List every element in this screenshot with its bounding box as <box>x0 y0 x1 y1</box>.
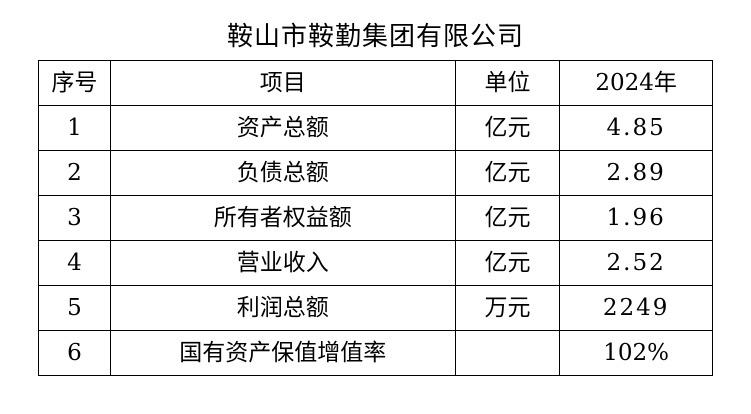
header-unit: 单位 <box>454 60 561 106</box>
cell-index: 3 <box>38 195 111 241</box>
header-item: 项目 <box>109 60 456 106</box>
financial-table: 序号 项目 单位 2024年 1 资产总额 亿元 4.85 2 负债总额 亿元 … <box>38 60 713 376</box>
cell-index: 1 <box>38 105 111 151</box>
cell-index: 6 <box>38 330 111 376</box>
cell-item: 负债总额 <box>109 150 456 196</box>
table-row: 5 利润总额 万元 2249 <box>38 285 713 331</box>
cell-unit: 万元 <box>454 285 561 331</box>
cell-item: 所有者权益额 <box>109 195 456 241</box>
table-row: 3 所有者权益额 亿元 1.96 <box>38 195 713 241</box>
header-year: 2024年 <box>559 60 713 106</box>
cell-unit: 亿元 <box>454 150 561 196</box>
table-header-row: 序号 项目 单位 2024年 <box>38 60 713 106</box>
cell-item: 国有资产保值增值率 <box>109 330 456 376</box>
cell-value: 2249 <box>559 285 713 331</box>
cell-value: 4.85 <box>559 105 713 151</box>
cell-value: 1.96 <box>559 195 713 241</box>
header-index: 序号 <box>38 60 111 106</box>
cell-index: 5 <box>38 285 111 331</box>
table-row: 6 国有资产保值增值率 102% <box>38 330 713 376</box>
cell-index: 2 <box>38 150 111 196</box>
table-row: 2 负债总额 亿元 2.89 <box>38 150 713 196</box>
table-row: 4 营业收入 亿元 2.52 <box>38 240 713 286</box>
cell-unit: 亿元 <box>454 240 561 286</box>
cell-value: 2.89 <box>559 150 713 196</box>
table-row: 1 资产总额 亿元 4.85 <box>38 105 713 151</box>
document-title: 鞍山市鞍勤集团有限公司 <box>226 22 524 52</box>
cell-item: 资产总额 <box>109 105 456 151</box>
cell-index: 4 <box>38 240 111 286</box>
cell-value: 2.52 <box>559 240 713 286</box>
cell-unit <box>454 330 561 376</box>
cell-unit: 亿元 <box>454 195 561 241</box>
cell-value: 102% <box>559 330 713 376</box>
cell-item: 利润总额 <box>109 285 456 331</box>
cell-item: 营业收入 <box>109 240 456 286</box>
cell-unit: 亿元 <box>454 105 561 151</box>
